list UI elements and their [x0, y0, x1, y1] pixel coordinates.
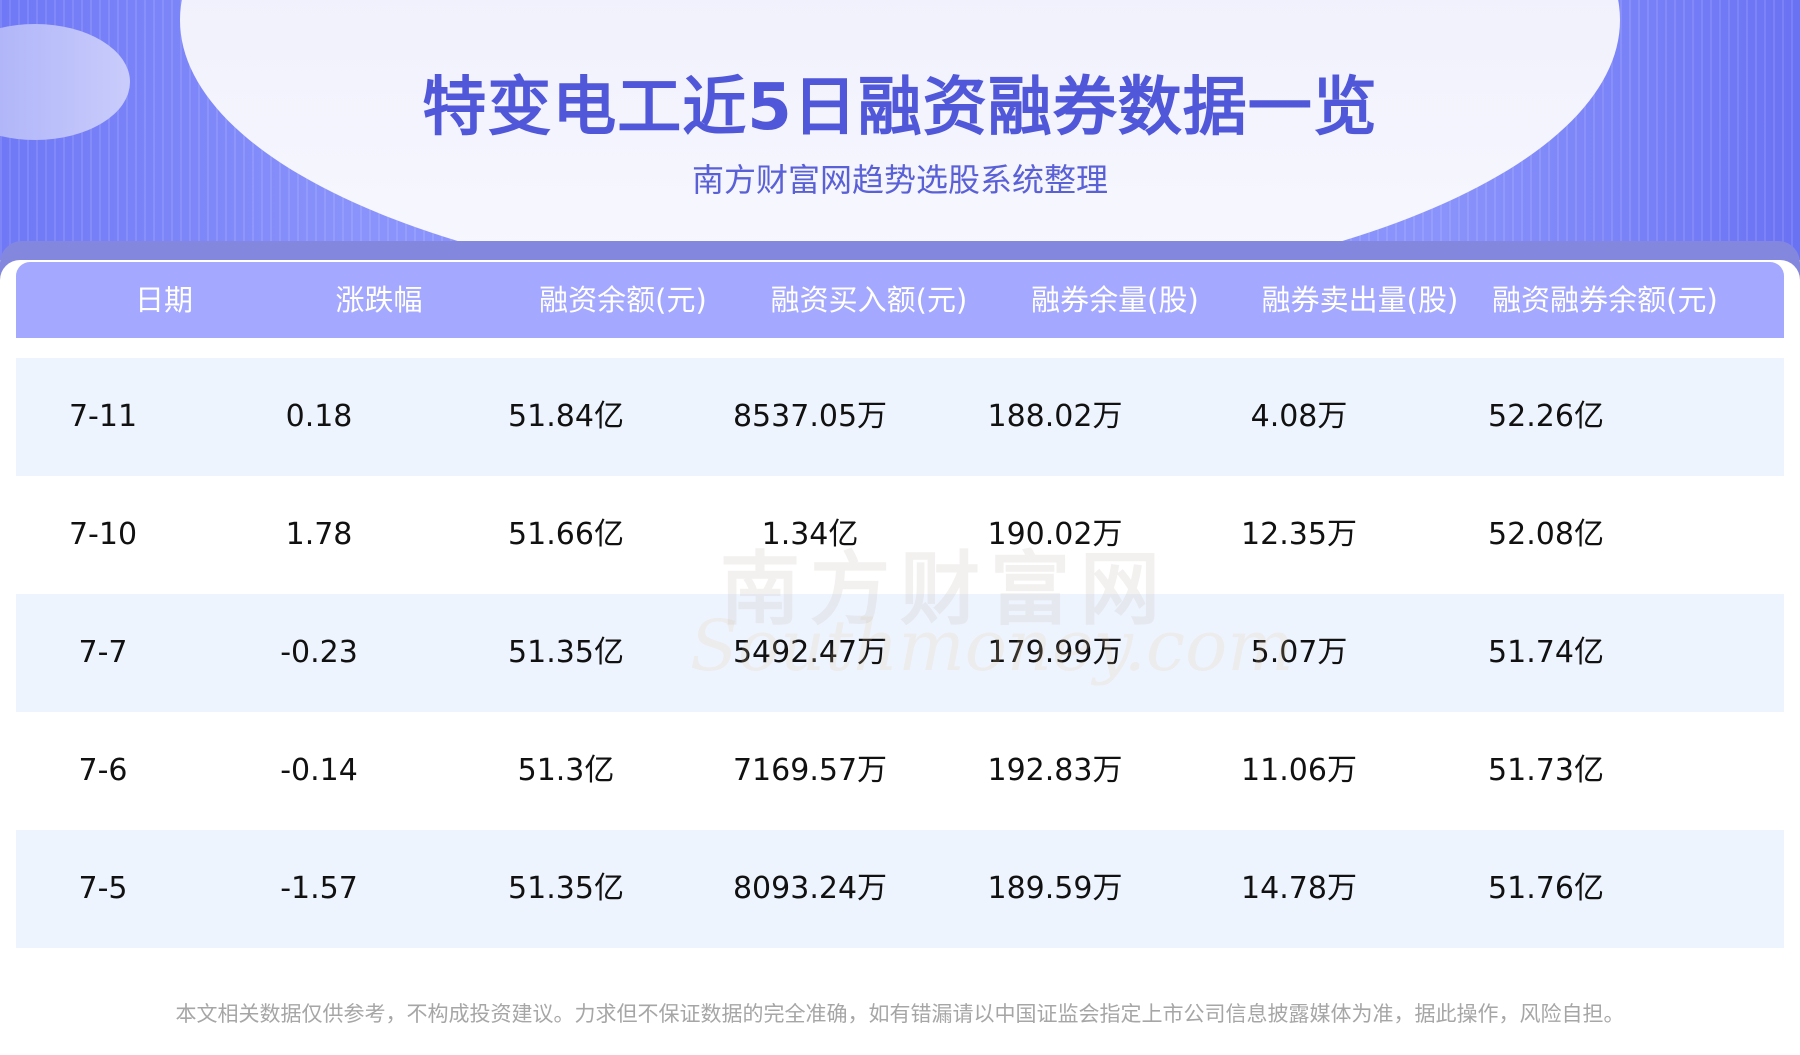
table-cell: 189.59万 [987, 871, 1123, 906]
table-cell: -1.57 [280, 871, 358, 906]
column-header: 融券卖出量(股) [1261, 283, 1459, 317]
table-cell: 11.06万 [1241, 753, 1357, 788]
disclaimer: 本文相关数据仅供参考，不构成投资建议。力求但不保证数据的完全准确，如有错漏请以中… [175, 1002, 1625, 1026]
table-row: 7-6 -0.14 51.3亿 7169.57万 192.83万 11.06万 51.73亿 [16, 712, 1784, 830]
table-cell: 1.78 [285, 517, 353, 552]
table-cell: 7169.57万 [732, 753, 888, 788]
table-cell: 179.99万 [987, 635, 1123, 670]
column-header: 融资融券余额(元) [1492, 283, 1718, 317]
column-header: 日期 [134, 283, 194, 317]
table-row: 7-7 -0.23 51.35亿 5492.47万 179.99万 5.07万 51.74亿 [16, 594, 1784, 712]
table-cell: 192.83万 [987, 753, 1123, 788]
table-cell: 14.78万 [1241, 871, 1357, 906]
table-cell: 51.3亿 [517, 753, 615, 788]
table-cell: 7-10 [68, 517, 138, 552]
table-cell: 5492.47万 [732, 635, 888, 670]
table-cell: 8093.24万 [732, 871, 888, 906]
page-subtitle: 南方财富网趋势选股系统整理 [691, 161, 1108, 199]
column-header: 涨跌幅 [335, 283, 423, 317]
table-row: 7-10 1.78 51.66亿 1.34亿 190.02万 12.35万 52.08亿 [16, 476, 1784, 594]
table-cell: 51.35亿 [508, 871, 624, 906]
watermark-logo-en: Southmoney.com [690, 605, 1294, 687]
table-cell: 51.74亿 [1488, 635, 1604, 670]
table-cell: 188.02万 [987, 399, 1123, 434]
table-cell: 0.18 [285, 399, 353, 434]
table-cell: 52.26亿 [1488, 399, 1604, 434]
table-cell: 7-7 [78, 635, 128, 670]
column-header: 融券余量(股) [1031, 283, 1199, 317]
table-cell: 7-11 [68, 399, 138, 434]
table-cell: -0.23 [280, 635, 358, 670]
column-header: 融资买入额(元) [770, 283, 968, 317]
table-cell: 51.35亿 [508, 635, 624, 670]
table-cell: 5.07万 [1250, 635, 1348, 670]
table-cell: -0.14 [280, 753, 358, 788]
hero-banner [0, 0, 1800, 260]
table-cell: 51.84亿 [508, 399, 624, 434]
page-title: 特变电工近5日融资融券数据一览 [422, 71, 1378, 145]
table-cell: 51.76亿 [1488, 871, 1604, 906]
decorative-ellipse [180, 0, 1620, 260]
table-cell: 190.02万 [987, 517, 1123, 552]
table-cell: 8537.05万 [732, 399, 888, 434]
table-cell: 4.08万 [1250, 399, 1348, 434]
table-cell: 7-6 [78, 753, 128, 788]
table-cell: 51.73亿 [1488, 753, 1604, 788]
watermark-logo: 南方财富网 [720, 543, 1170, 636]
table-row: 7-5 -1.57 51.35亿 8093.24万 189.59万 14.78万 51.76… [16, 830, 1784, 948]
table-cell: 12.35万 [1241, 517, 1357, 552]
table-header: 日期 涨跌幅 融资余额(元) 融资买入额(元) 融券余量(股) 融券卖出量(股) 融资融券余… [16, 262, 1784, 338]
column-header: 融资余额(元) [539, 283, 707, 317]
table-cell: 51.66亿 [508, 517, 624, 552]
table-cell: 52.08亿 [1488, 517, 1604, 552]
table-row: 7-11 0.18 51.84亿 8537.05万 188.02万 4.08万 52.26亿 [16, 358, 1784, 476]
table-cell: 1.34亿 [761, 517, 859, 552]
table-cell: 7-5 [78, 871, 128, 906]
